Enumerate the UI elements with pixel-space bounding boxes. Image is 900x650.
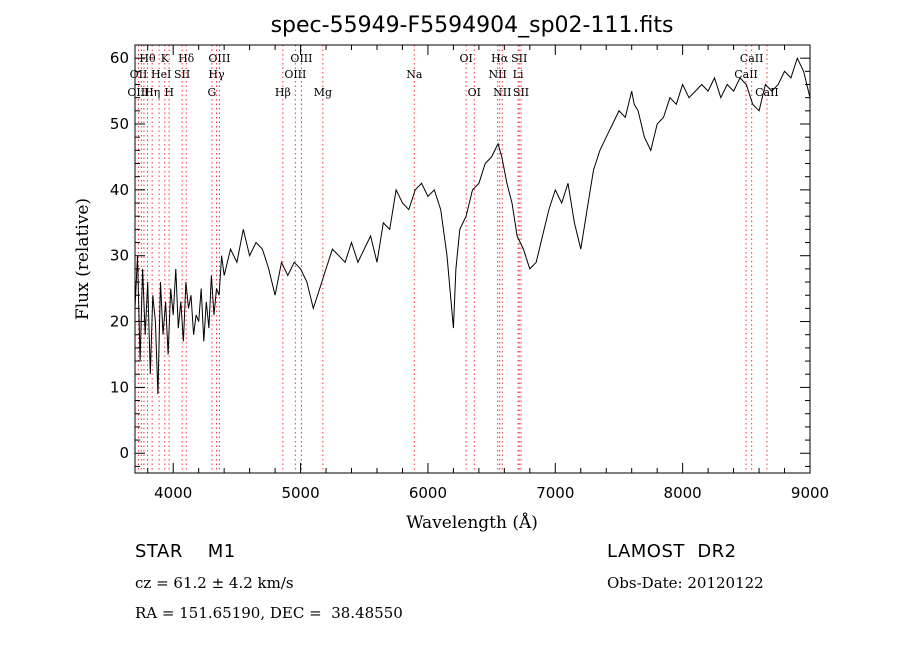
spectral-line-label: Li	[513, 68, 524, 81]
redshift-text: cz = 61.2 ± 4.2 km/s	[135, 574, 294, 592]
object-type: STAR M1	[135, 541, 236, 562]
spectral-line-label: K	[161, 52, 170, 65]
y-tick-label: 50	[110, 115, 129, 133]
spectral-line-label: I	[167, 68, 171, 81]
y-tick-label: 60	[110, 49, 129, 67]
spectral-line-label: OIII	[127, 86, 149, 99]
spectral-line-label: OI	[468, 86, 481, 99]
x-axis-ticks: 4000 5000 6000 7000 8000 9000	[147, 45, 829, 502]
x-tick-label: 4000	[154, 484, 192, 502]
spectrum-line	[134, 56, 811, 395]
spectral-line-label: OIII	[208, 52, 230, 65]
plot-frame	[134, 44, 811, 474]
chart-title: spec-55949-F5594904_sp02-111.fits	[271, 13, 674, 38]
spectral-line-label: OIII	[290, 52, 312, 65]
spectral-line-label: SII	[174, 68, 190, 81]
y-tick-label: 40	[110, 181, 129, 199]
x-tick-label: 8000	[664, 484, 702, 502]
y-axis-ticks: 0 10 20 30 40 50 60	[110, 44, 810, 467]
spectral-line-label: Hθ	[139, 52, 156, 65]
spectral-line-label: OI	[459, 52, 472, 65]
spectral-line-label: SII	[513, 86, 529, 99]
spectral-line-label: Hβ	[275, 86, 291, 99]
x-tick-label: 6000	[409, 484, 447, 502]
spectral-line-label: NII	[493, 86, 511, 99]
x-tick-label: 9000	[791, 484, 829, 502]
spectral-line-label: OII	[130, 68, 148, 81]
spectral-line-label: H	[164, 86, 174, 99]
x-axis-label: Wavelength (Å)	[406, 512, 538, 533]
y-axis-label: Flux (relative)	[73, 198, 93, 320]
spectral-line-label: He	[151, 68, 167, 81]
spectral-line-label: G	[208, 86, 217, 99]
spectral-line-label: Hγ	[208, 68, 225, 81]
x-tick-label: 5000	[281, 484, 319, 502]
spectral-line-label: Hδ	[178, 52, 195, 65]
spectral-line-label: NII	[489, 68, 507, 81]
coordinates-text: RA = 151.65190, DEC = 38.48550	[135, 604, 403, 622]
y-tick-label: 0	[119, 444, 129, 462]
spectral-line-label: CaII	[740, 52, 764, 65]
y-tick-label: 30	[110, 247, 129, 265]
survey-name: LAMOST DR2	[607, 541, 737, 562]
spectral-line-label: OIII	[284, 68, 306, 81]
spectral-line-label: CaII	[755, 86, 779, 99]
y-tick-label: 10	[110, 378, 129, 396]
y-tick-label: 20	[110, 313, 129, 331]
spectral-line-label: Hα	[491, 52, 509, 65]
spectral-line-label: Na	[406, 68, 423, 81]
spectral-line-label: Hη	[144, 86, 160, 99]
spectral-line-label: SII	[511, 52, 527, 65]
spectral-line-label: CaII	[734, 68, 758, 81]
spectral-line-label: Mg	[314, 86, 332, 99]
obs-date: Obs-Date: 20120122	[607, 574, 764, 592]
x-tick-label: 7000	[536, 484, 574, 502]
line-markers	[137, 45, 768, 473]
